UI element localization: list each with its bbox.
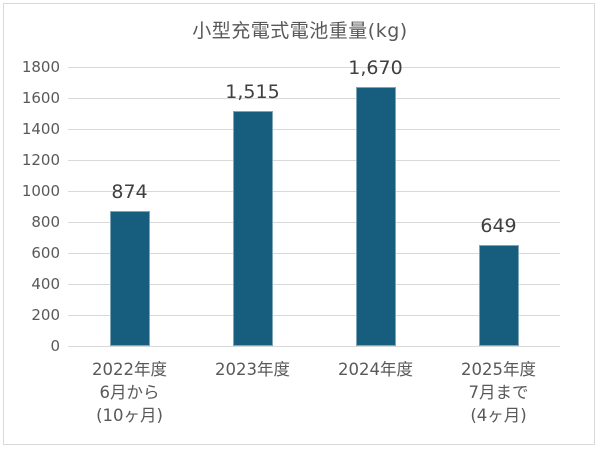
gridline bbox=[68, 160, 560, 161]
data-label: 874 bbox=[111, 180, 148, 203]
gridline bbox=[68, 346, 560, 347]
y-tick-label: 400 bbox=[31, 275, 60, 293]
bar bbox=[109, 210, 150, 346]
y-tick-label: 800 bbox=[31, 213, 60, 231]
y-tick-label: 1400 bbox=[21, 120, 60, 138]
y-tick-label: 600 bbox=[31, 244, 60, 262]
chart-frame bbox=[3, 3, 595, 445]
x-tick-label: 2022年度 6月から (10ヶ月) bbox=[92, 360, 167, 425]
y-tick-label: 200 bbox=[31, 306, 60, 324]
bar bbox=[355, 87, 396, 346]
bar bbox=[478, 245, 519, 346]
data-label: 1,670 bbox=[348, 57, 403, 80]
gridline bbox=[68, 67, 560, 68]
y-tick-label: 1200 bbox=[21, 151, 60, 169]
gridline bbox=[68, 129, 560, 130]
gridline bbox=[68, 191, 560, 192]
x-tick-label: 2023年度 bbox=[215, 360, 290, 379]
gridline bbox=[68, 222, 560, 223]
x-tick-label: 2025年度 7月まで (4ヶ月) bbox=[461, 360, 536, 425]
gridline bbox=[68, 98, 560, 99]
gridline bbox=[68, 284, 560, 285]
y-tick-label: 0 bbox=[50, 337, 60, 355]
y-tick-label: 1000 bbox=[21, 182, 60, 200]
x-tick-label: 2024年度 bbox=[338, 360, 413, 379]
data-label: 1,515 bbox=[225, 81, 280, 104]
y-tick-label: 1600 bbox=[21, 89, 60, 107]
plot-area bbox=[68, 67, 560, 347]
gridline bbox=[68, 253, 560, 254]
data-label: 649 bbox=[480, 215, 517, 238]
gridline bbox=[68, 315, 560, 316]
bar bbox=[232, 111, 273, 346]
y-tick-label: 1800 bbox=[21, 58, 60, 76]
chart-title: 小型充電式電池重量(kg) bbox=[192, 20, 408, 42]
